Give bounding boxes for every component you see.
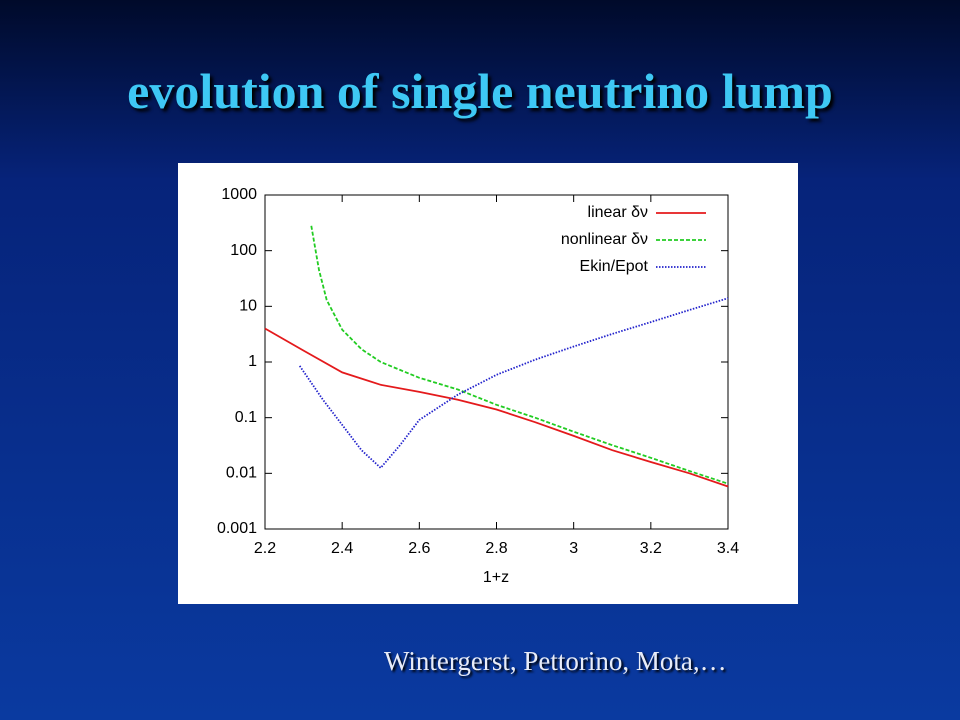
x-tick-label: 2.8 — [485, 540, 507, 557]
chart: 1+z 0.001 0.01 0.1 1 10 100 1000 2.2 2.4 2.6 2.8 3 3… — [178, 163, 798, 604]
x-tick-label: 2.6 — [408, 540, 430, 557]
y-tick-label: 0.1 — [235, 409, 257, 426]
x-tick-label: 2.2 — [254, 540, 276, 557]
y-tick-label: 10 — [239, 298, 257, 315]
x-tick-label: 3.2 — [640, 540, 662, 557]
x-tick-label: 2.4 — [331, 540, 353, 557]
plot-frame — [264, 194, 729, 530]
series-line — [310, 225, 729, 485]
series-line — [298, 297, 729, 470]
slide-title: evolution of single neutrino lump — [127, 63, 833, 119]
caption: Wintergerst, Pettorino, Mota,… — [384, 646, 727, 676]
x-axis-label: 1+z — [483, 569, 509, 586]
legend-label: nonlinear δν — [561, 231, 648, 248]
y-tick-label: 0.001 — [217, 520, 257, 537]
series-line — [264, 327, 729, 488]
y-tick-label: 1 — [248, 353, 257, 370]
y-tick-label: 100 — [230, 242, 257, 259]
legend-label: linear δν — [588, 204, 648, 221]
y-tick-label: 1000 — [221, 186, 257, 203]
x-tick-label: 3.4 — [717, 540, 739, 557]
legend-label: Ekin/Epot — [580, 258, 649, 275]
y-tick-label: 0.01 — [226, 465, 257, 482]
x-tick-label: 3 — [569, 540, 578, 557]
